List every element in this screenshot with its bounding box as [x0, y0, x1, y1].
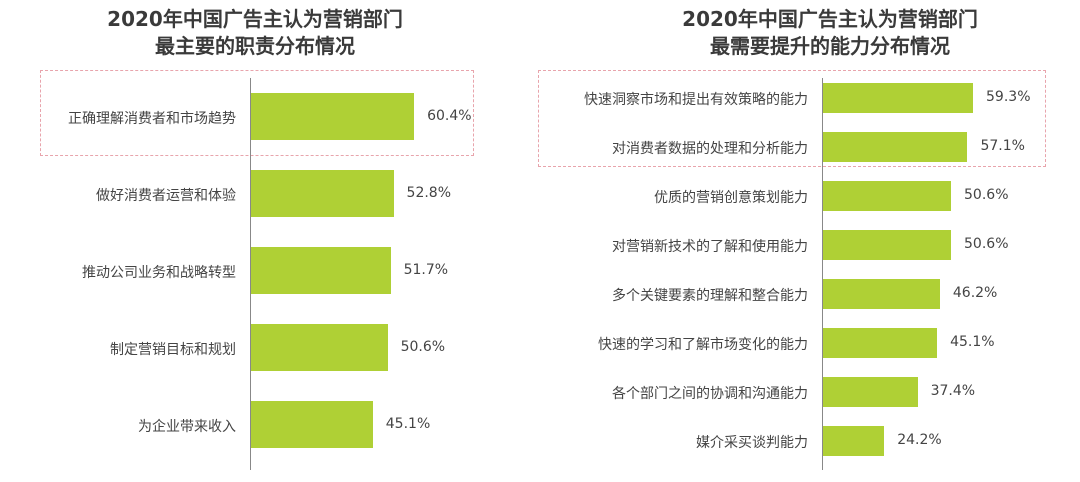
bar — [823, 132, 968, 162]
bar — [823, 279, 940, 309]
data-label: 50.6% — [964, 236, 1009, 252]
highlight-box — [40, 70, 474, 156]
data-label: 24.2% — [897, 432, 942, 448]
data-label: 52.8% — [406, 184, 452, 201]
chart-title: 2020年中国广告主认为营销部门 — [107, 7, 403, 31]
data-label: 57.1% — [980, 138, 1025, 154]
bar — [251, 170, 394, 217]
category-label: 优质的营销创意策划能力 — [654, 190, 808, 206]
category-label: 为企业带来收入 — [138, 418, 236, 435]
data-label: 60.4% — [427, 107, 472, 124]
data-label: 51.7% — [403, 261, 449, 278]
highlight-box — [538, 70, 1046, 167]
data-label: 45.1% — [385, 415, 431, 432]
data-label: 45.1% — [950, 334, 995, 350]
category-label: 正确理解消费者和市场趋势 — [68, 110, 236, 127]
category-label: 媒介采买谈判能力 — [696, 435, 808, 451]
bar — [251, 324, 388, 371]
category-label: 推动公司业务和战略转型 — [82, 264, 236, 281]
bar — [823, 328, 938, 358]
category-label: 快速的学习和了解市场变化的能力 — [598, 337, 808, 353]
bar — [823, 181, 952, 211]
category-label: 对消费者数据的处理和分析能力 — [612, 141, 808, 157]
bar — [251, 401, 373, 448]
data-label: 50.6% — [964, 187, 1009, 203]
data-label: 59.3% — [986, 89, 1031, 105]
chart-title: 最需要提升的能力分布情况 — [710, 34, 950, 58]
bar — [251, 93, 415, 140]
category-label: 各个部门之间的协调和沟通能力 — [612, 386, 808, 402]
chart-title: 最主要的职责分布情况 — [155, 34, 355, 58]
category-label: 制定营销目标和规划 — [110, 341, 236, 358]
category-label: 多个关键要素的理解和整合能力 — [612, 288, 808, 304]
category-axis — [250, 78, 251, 470]
data-label: 37.4% — [930, 383, 976, 399]
chart-title: 2020年中国广告主认为营销部门 — [682, 7, 978, 31]
category-axis — [822, 78, 823, 470]
category-label: 对营销新技术的了解和使用能力 — [612, 239, 808, 255]
bar — [823, 377, 918, 407]
category-label: 快速洞察市场和提出有效策略的能力 — [584, 92, 808, 108]
data-label: 46.2% — [952, 285, 998, 301]
bar — [823, 83, 974, 113]
data-label: 50.6% — [400, 338, 446, 355]
bar — [823, 426, 885, 456]
category-label: 做好消费者运营和体验 — [96, 187, 236, 204]
bar — [823, 230, 952, 260]
bar — [251, 247, 391, 294]
